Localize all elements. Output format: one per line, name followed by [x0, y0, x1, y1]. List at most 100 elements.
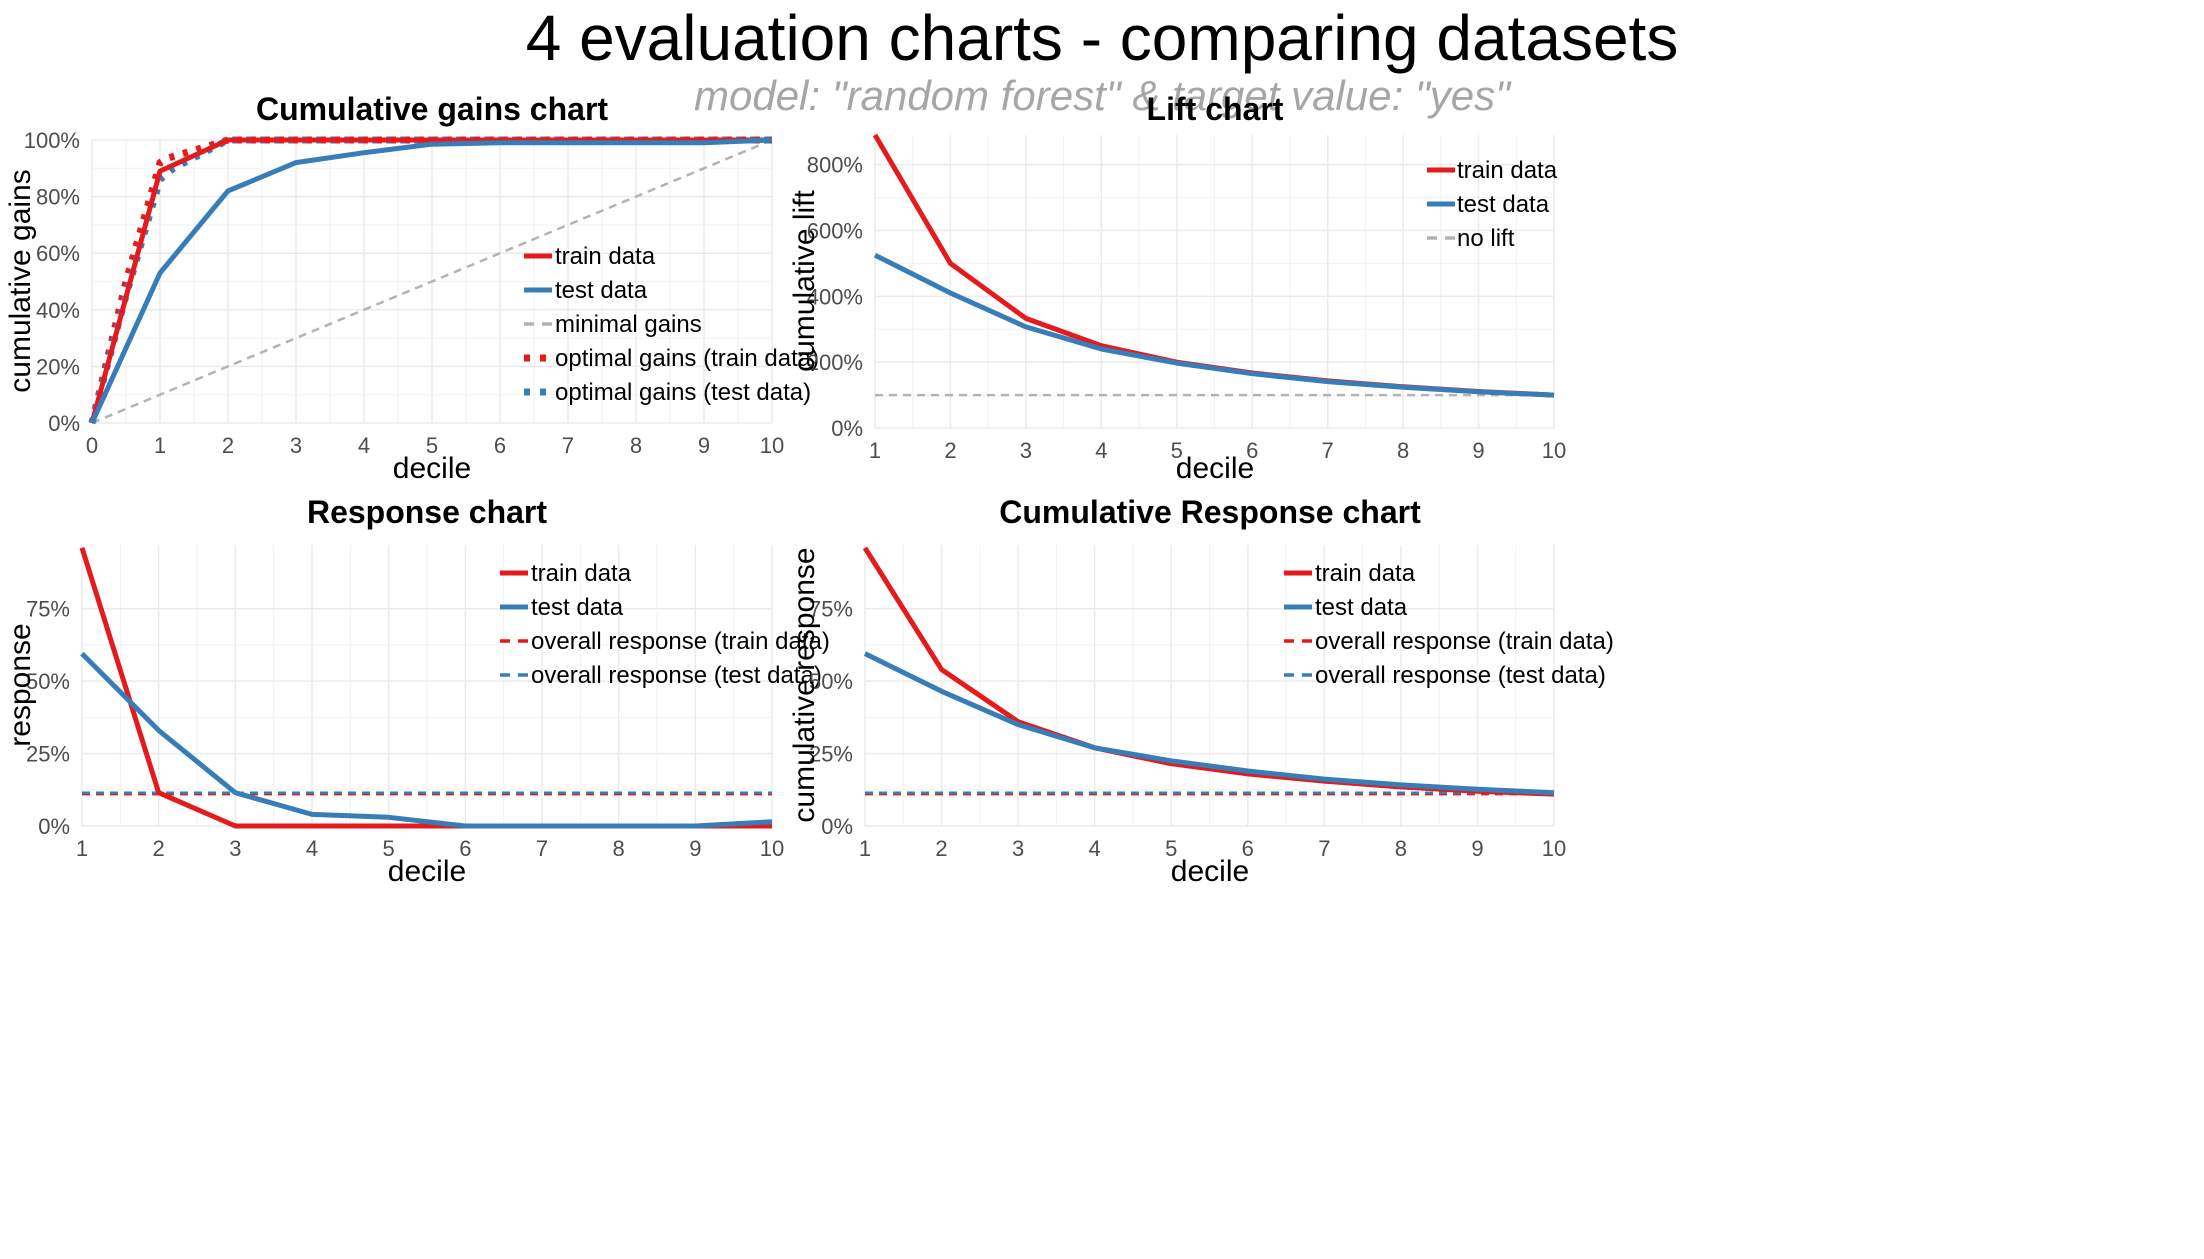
- y-axis-title: response: [4, 623, 37, 746]
- chart-title: Cumulative gains chart: [256, 91, 608, 127]
- x-tick-label: 7: [536, 836, 548, 861]
- x-tick-label: 1: [859, 836, 871, 861]
- chart-title: Lift chart: [1147, 91, 1284, 127]
- legend-label: optimal gains (test data): [555, 379, 811, 406]
- y-tick-label: 50%: [809, 669, 853, 694]
- x-tick-label: 6: [494, 433, 506, 458]
- page-subtitle: model: "random forest" & target value: "…: [693, 72, 1510, 119]
- legend-label: overall response (train data): [1315, 628, 1614, 655]
- y-axis-title: cumulative gains: [4, 169, 37, 392]
- x-tick-label: 5: [383, 836, 395, 861]
- x-tick-label: 3: [1020, 438, 1032, 463]
- y-tick-label: 0%: [831, 416, 863, 441]
- y-tick-label: 800%: [807, 153, 863, 178]
- x-tick-label: 7: [562, 433, 574, 458]
- y-tick-label: 25%: [26, 742, 70, 767]
- x-tick-label: 10: [1542, 438, 1566, 463]
- x-tick-label: 4: [306, 836, 318, 861]
- y-axis-title: cumulative lift: [788, 189, 821, 371]
- y-tick-label: 600%: [807, 218, 863, 243]
- x-tick-label: 6: [1242, 836, 1254, 861]
- y-tick-label: 20%: [36, 354, 80, 379]
- y-tick-label: 40%: [36, 298, 80, 323]
- x-tick-label: 10: [1542, 836, 1566, 861]
- x-tick-label: 8: [613, 836, 625, 861]
- legend-label: train data: [555, 243, 656, 270]
- x-tick-label: 1: [76, 836, 88, 861]
- x-tick-label: 3: [290, 433, 302, 458]
- x-axis-title: decile: [388, 855, 466, 888]
- y-tick-label: 75%: [26, 597, 70, 622]
- series-line-1: [80, 651, 773, 829]
- x-axis-title: decile: [1171, 855, 1249, 888]
- x-tick-label: 0: [86, 433, 98, 458]
- series-line-2: [91, 138, 773, 425]
- x-tick-label: 2: [222, 433, 234, 458]
- x-tick-label: 6: [459, 836, 471, 861]
- x-tick-label: 8: [1395, 836, 1407, 861]
- legend-label: train data: [531, 560, 632, 587]
- y-tick-label: 0%: [38, 814, 70, 839]
- x-tick-label: 9: [698, 433, 710, 458]
- x-tick-label: 9: [1471, 836, 1483, 861]
- legend-label: train data: [1457, 157, 1558, 184]
- x-tick-label: 8: [630, 433, 642, 458]
- x-tick-label: 4: [1095, 438, 1107, 463]
- x-tick-label: 9: [689, 836, 701, 861]
- legend-label: optimal gains (train data): [555, 345, 819, 372]
- x-tick-label: 7: [1322, 438, 1334, 463]
- y-tick-label: 60%: [36, 241, 80, 266]
- x-tick-label: 5: [1165, 836, 1177, 861]
- legend-label: no lift: [1457, 225, 1515, 252]
- y-axis-title: cumulative response: [788, 547, 821, 822]
- series-line-1: [873, 252, 1555, 398]
- x-tick-label: 9: [1472, 438, 1484, 463]
- x-tick-label: 8: [1397, 438, 1409, 463]
- y-tick-label: 75%: [809, 597, 853, 622]
- page-title: 4 evaluation charts - comparing datasets: [525, 2, 1679, 74]
- legend-label: minimal gains: [555, 311, 702, 338]
- y-tick-label: 100%: [24, 128, 80, 153]
- x-tick-label: 1: [154, 433, 166, 458]
- x-axis-title: decile: [393, 452, 471, 485]
- legend-label: train data: [1315, 560, 1416, 587]
- x-tick-label: 4: [1089, 836, 1101, 861]
- x-tick-label: 5: [1171, 438, 1183, 463]
- y-tick-label: 25%: [809, 742, 853, 767]
- legend-label: overall response (test data): [531, 662, 822, 689]
- x-tick-label: 1: [869, 438, 881, 463]
- y-tick-label: 0%: [48, 411, 80, 436]
- y-tick-label: 80%: [36, 185, 80, 210]
- x-tick-label: 10: [760, 433, 784, 458]
- x-tick-label: 5: [426, 433, 438, 458]
- x-tick-label: 2: [935, 836, 947, 861]
- x-tick-label: 6: [1246, 438, 1258, 463]
- x-tick-label: 10: [760, 836, 784, 861]
- x-axis-title: decile: [1176, 452, 1254, 485]
- y-tick-label: 0%: [821, 814, 853, 839]
- y-tick-label: 400%: [807, 284, 863, 309]
- y-tick-label: 50%: [26, 669, 70, 694]
- legend-label: test data: [531, 594, 624, 621]
- x-tick-label: 3: [1012, 836, 1024, 861]
- x-tick-label: 7: [1318, 836, 1330, 861]
- series-line-1: [863, 651, 1555, 796]
- chart-title: Response chart: [307, 494, 547, 530]
- x-tick-label: 3: [229, 836, 241, 861]
- legend-label: test data: [1315, 594, 1408, 621]
- series-line-1: [89, 137, 773, 425]
- y-tick-label: 200%: [807, 350, 863, 375]
- series-line-0: [89, 137, 772, 424]
- x-tick-label: 2: [153, 836, 165, 861]
- chart-title: Cumulative Response chart: [999, 494, 1421, 530]
- legend-label: test data: [555, 277, 648, 304]
- x-tick-label: 4: [358, 433, 370, 458]
